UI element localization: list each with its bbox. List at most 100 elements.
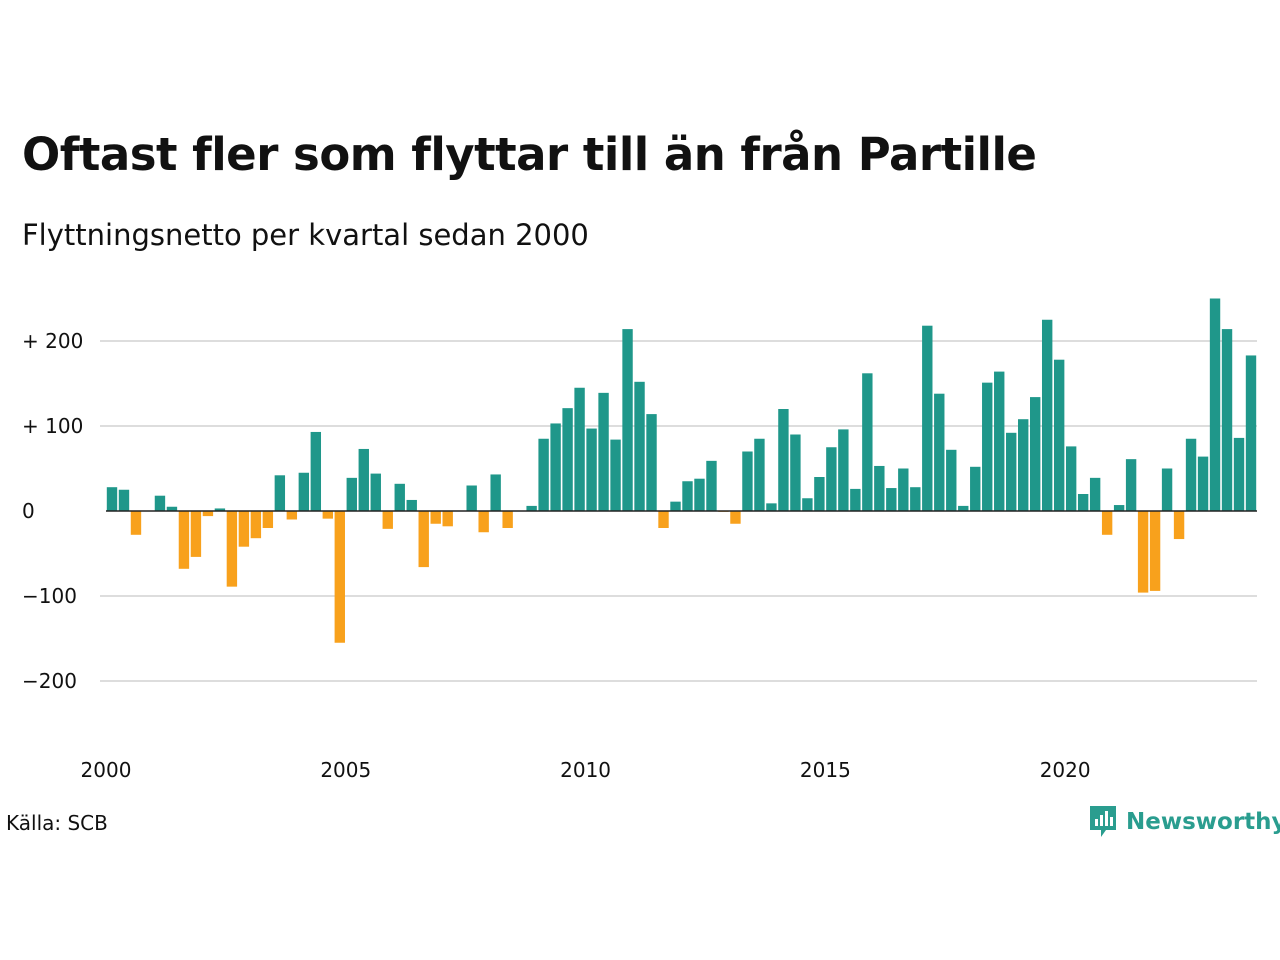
bar-2000-k3 bbox=[130, 511, 142, 535]
bar-2010-k4 bbox=[622, 329, 633, 511]
bar-2020-k4 bbox=[1101, 511, 1113, 535]
bar-2017-k4 bbox=[958, 505, 969, 511]
bar-2017-k1 bbox=[922, 325, 933, 511]
bar-2008-k4 bbox=[526, 505, 537, 511]
bar-2006-k3 bbox=[418, 511, 429, 568]
bar-2010-k1 bbox=[586, 428, 597, 511]
bar-2011-k1 bbox=[634, 381, 645, 511]
bar-2012-k3 bbox=[706, 460, 717, 511]
bar-2019-k2 bbox=[1030, 397, 1041, 511]
bar-2021-k2 bbox=[1125, 459, 1137, 511]
bar-2008-k2 bbox=[502, 511, 513, 528]
bar-2018-k1 bbox=[970, 466, 981, 511]
bar-2016-k2 bbox=[886, 488, 897, 511]
bar-2021-k1 bbox=[1113, 505, 1125, 511]
bar-2000-k2 bbox=[118, 489, 130, 511]
bar-2021-k3 bbox=[1137, 511, 1149, 593]
bar-2013-k4 bbox=[766, 503, 777, 511]
bar-2018-k3 bbox=[994, 371, 1005, 511]
bar-2017-k3 bbox=[946, 449, 957, 511]
bar-2006-k1 bbox=[394, 483, 405, 511]
y-tick-label: + 200 bbox=[22, 329, 83, 353]
bar-2008-k1 bbox=[490, 474, 501, 511]
bar-2011-k2 bbox=[646, 414, 657, 511]
bar-2004-k1 bbox=[298, 472, 310, 511]
bar-2019-k1 bbox=[1018, 419, 1029, 511]
bar-2006-k2 bbox=[406, 499, 417, 511]
bar-2022-k3 bbox=[1185, 438, 1197, 511]
bar-2015-k4 bbox=[862, 373, 873, 511]
bar-2015-k1 bbox=[826, 447, 837, 511]
brand-name: Newsworthy bbox=[1126, 809, 1280, 835]
bar-2012-k1 bbox=[682, 481, 693, 511]
bar-2011-k3 bbox=[658, 511, 669, 528]
bar-2003-k2 bbox=[262, 511, 274, 528]
bar-2016-k3 bbox=[898, 468, 909, 511]
brand-logo: Newsworthy bbox=[1088, 804, 1280, 840]
bar-2018-k4 bbox=[1006, 432, 1017, 511]
bar-2005-k4 bbox=[382, 511, 393, 529]
newsworthy-logo-icon bbox=[1090, 806, 1116, 837]
source-note: Källa: SCB bbox=[6, 811, 108, 835]
bar-2003-k1 bbox=[250, 511, 262, 539]
bar-2016-k1 bbox=[874, 465, 885, 511]
bars bbox=[106, 298, 1257, 643]
bar-2003-k3 bbox=[274, 475, 286, 511]
bar-2002-k2 bbox=[214, 508, 226, 511]
x-tick-label: 2000 bbox=[81, 758, 132, 782]
bar-2009-k1 bbox=[538, 438, 549, 511]
y-tick-label: + 100 bbox=[22, 414, 83, 438]
bar-2020-k2 bbox=[1077, 494, 1089, 511]
bar-2002-k1 bbox=[202, 511, 214, 517]
bar-2012-k2 bbox=[694, 478, 705, 511]
x-tick-label: 2020 bbox=[1040, 758, 1091, 782]
bar-2017-k2 bbox=[934, 393, 945, 511]
bar-2010-k3 bbox=[610, 439, 621, 511]
bar-2014-k1 bbox=[778, 409, 789, 511]
bar-2001-k1 bbox=[154, 495, 166, 511]
bar-2018-k2 bbox=[982, 382, 993, 511]
bar-2005-k2 bbox=[358, 448, 369, 511]
bar-2020-k3 bbox=[1089, 477, 1101, 511]
bar-2023-k3 bbox=[1233, 437, 1245, 511]
bar-2014-k4 bbox=[814, 477, 825, 511]
grid-lines: + 200 + 100 0 −100 −200 bbox=[22, 329, 1257, 693]
x-tick-label: 2015 bbox=[800, 758, 851, 782]
bar-2005-k3 bbox=[370, 473, 381, 511]
bar-2015-k2 bbox=[838, 429, 849, 511]
bar-2023-k2 bbox=[1221, 329, 1233, 511]
bar-2004-k3 bbox=[322, 511, 333, 519]
bar-2014-k2 bbox=[790, 434, 801, 511]
bar-2013-k2 bbox=[742, 451, 753, 511]
bar-2022-k2 bbox=[1173, 511, 1185, 540]
bar-2000-k1 bbox=[106, 487, 118, 511]
bar-2010-k2 bbox=[598, 392, 609, 511]
bar-2001-k2 bbox=[166, 506, 178, 511]
bar-2002-k4 bbox=[238, 511, 250, 547]
x-tick-label: 2010 bbox=[560, 758, 611, 782]
bar-2009-k2 bbox=[550, 423, 561, 511]
bar-2022-k4 bbox=[1197, 456, 1209, 511]
bar-2004-k2 bbox=[310, 431, 322, 511]
bar-2001-k3 bbox=[178, 511, 190, 569]
y-tick-label: 0 bbox=[22, 499, 35, 523]
bar-2019-k3 bbox=[1041, 319, 1053, 511]
bar-2011-k4 bbox=[670, 501, 681, 511]
axes: 2000 2005 2010 2015 2020 bbox=[81, 510, 1257, 782]
bar-2005-k1 bbox=[346, 477, 357, 511]
bar-2019-k4 bbox=[1053, 359, 1065, 511]
bar-2023-k4 bbox=[1245, 355, 1257, 511]
chart-title: Oftast fler som flyttar till än från Par… bbox=[22, 128, 1037, 181]
y-tick-label: −100 bbox=[22, 584, 77, 608]
y-tick-label: −200 bbox=[22, 669, 77, 693]
x-tick-label: 2005 bbox=[320, 758, 371, 782]
bar-2023-k1 bbox=[1209, 298, 1221, 511]
bar-2003-k4 bbox=[286, 511, 298, 520]
bar-2022-k1 bbox=[1161, 468, 1173, 511]
bar-2007-k1 bbox=[442, 511, 453, 527]
bar-2020-k1 bbox=[1065, 446, 1077, 511]
bar-2014-k3 bbox=[802, 498, 813, 511]
bar-2001-k4 bbox=[190, 511, 202, 557]
bar-2007-k4 bbox=[478, 511, 489, 533]
